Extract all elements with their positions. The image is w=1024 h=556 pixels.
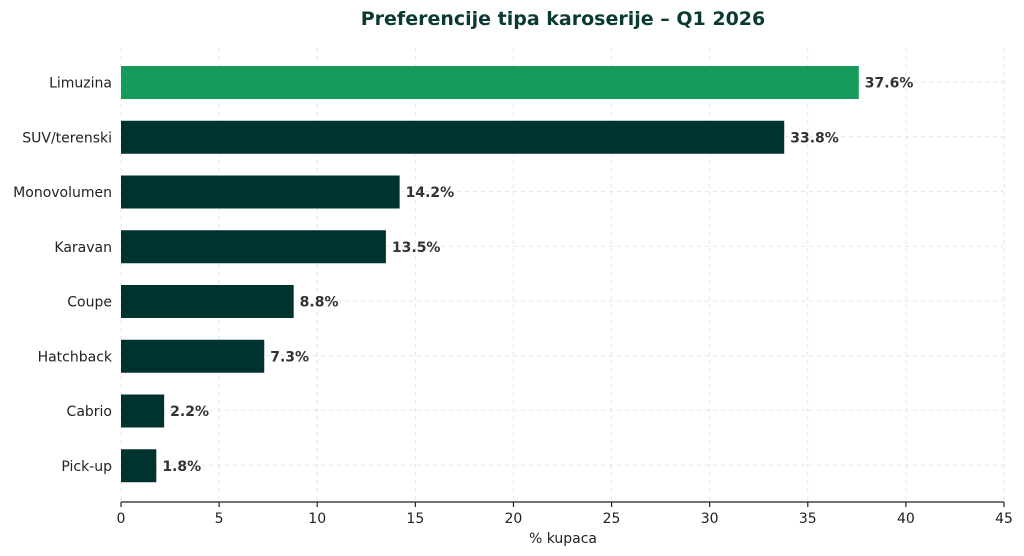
grid [120,48,1005,502]
x-tick-label: 0 [117,511,126,527]
category-label: Hatchback [38,349,113,365]
bar-suv-terenski [121,120,785,154]
value-label: 14.2% [406,185,455,201]
value-label: 33.8% [790,130,839,146]
value-label: 13.5% [392,240,441,256]
x-tick-label: 5 [215,511,224,527]
value-label: 7.3% [270,349,309,365]
bar-limuzina [121,66,859,99]
x-tick-label: 15 [406,511,424,527]
value-label: 1.8% [162,459,201,475]
category-label: SUV/terenski [22,130,112,146]
x-axis-title: % kupaca [529,531,597,547]
bar-pick-up [121,449,157,483]
x-tick-label: 10 [308,511,326,527]
category-label: Karavan [54,240,112,256]
bar-karavan [121,230,386,264]
x-tick-label: 30 [701,511,719,527]
category-label: Limuzina [49,76,112,92]
value-label: 2.2% [170,404,209,420]
bar-hatchback [121,339,265,373]
bar-coupe [121,285,294,318]
x-tick-label: 25 [603,511,621,527]
x-axis: 0 5 10 15 20 25 30 35 40 45 [117,501,1013,527]
category-label: Pick-up [61,459,112,475]
x-tick-label: 45 [995,511,1013,527]
category-label: Coupe [67,295,112,311]
category-label: Monovolumen [13,185,112,201]
x-tick-label: 35 [799,511,817,527]
category-label: Cabrio [67,404,112,420]
value-label: 8.8% [300,295,339,311]
x-tick-label: 40 [897,511,915,527]
chart-title: Preferencije tipa karoserije – Q1 2026 [361,8,766,30]
x-tick-label: 20 [505,511,523,527]
bar-monovolumen [121,175,400,209]
bar-cabrio [121,394,165,428]
bars: Limuzina 37.6% SUV/terenski 33.8% Monovolume… [13,66,914,483]
value-label: 37.6% [865,76,914,92]
